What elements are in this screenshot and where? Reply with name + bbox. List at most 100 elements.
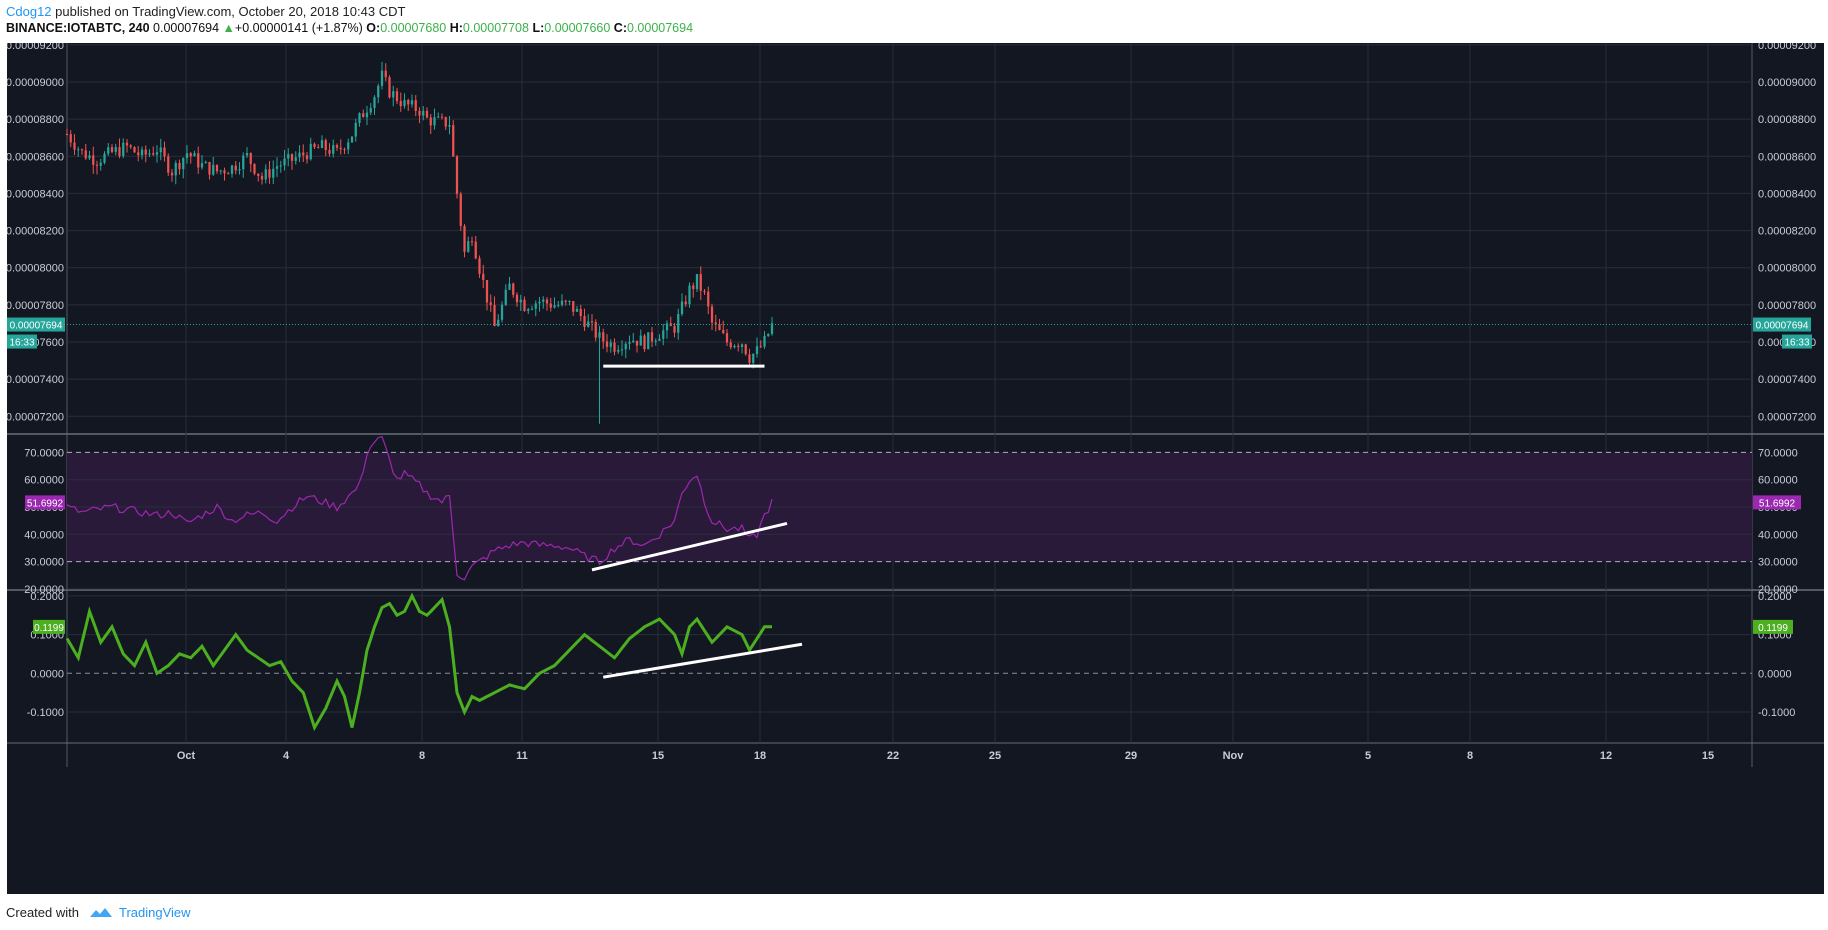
osc-y-tick-left: 0.0000 (30, 668, 64, 680)
candle-body (365, 112, 369, 118)
chart-svg[interactable]: Oct 4 8 11 15 18 22 25 29 Nov 5 8 12 15 0.00009200 0.00… (7, 43, 1824, 894)
candle-body (530, 308, 534, 310)
x-tick-label: 11 (516, 750, 528, 762)
candle-body (279, 165, 282, 167)
candle-body (470, 241, 474, 243)
up-arrow-icon: ▲ (222, 21, 235, 35)
candle-body (590, 321, 594, 323)
candle-body (354, 122, 357, 137)
y-tick-label-right: 0.00008000 (1758, 263, 1816, 275)
low-label: L: (532, 21, 545, 35)
created-with-text: Created with (6, 905, 79, 920)
candle-body (215, 164, 219, 172)
candle-body (88, 155, 91, 159)
candle-body (733, 345, 736, 348)
candle-body (575, 308, 579, 312)
symbol-header: BINANCE:IOTABTC, 240 0.00007694 ▲+0.0000… (6, 21, 693, 35)
candle-body (335, 145, 339, 148)
rsi-y-tick-left: 40.0000 (24, 529, 64, 541)
candle-body (497, 319, 500, 327)
candle-body (204, 162, 207, 164)
candle-body (208, 162, 211, 175)
candle-body (650, 332, 654, 342)
candle-body (223, 170, 226, 174)
candle-body (302, 152, 305, 156)
close-value: 0.00007694 (627, 21, 694, 35)
candle-body (658, 338, 661, 341)
candle-body (635, 340, 639, 346)
candle-body (264, 169, 267, 180)
author-link[interactable]: Cdog12 (6, 4, 52, 19)
candle-body (155, 152, 159, 155)
candle-body (362, 113, 365, 118)
candle-body (568, 301, 571, 303)
candle-body (680, 301, 684, 315)
rsi-y-tick-right: 70.0000 (1758, 447, 1798, 459)
candle-body (290, 154, 294, 161)
candle-body (193, 153, 196, 157)
x-tick-label: 18 (754, 750, 766, 762)
tradingview-link[interactable]: TradingView (118, 905, 191, 920)
candle-body (230, 165, 234, 174)
candle-body (647, 332, 650, 350)
countdown-badge-left (7, 334, 37, 349)
y-tick-label-right: 0.00007200 (1758, 411, 1816, 423)
candle-body (114, 147, 117, 152)
candle-body (343, 149, 346, 151)
candle-body (122, 142, 125, 157)
osc-badge-left (33, 619, 65, 634)
candle-body (347, 142, 350, 150)
candle-body (324, 140, 327, 151)
candle-body (677, 314, 680, 333)
tradingview-logo-icon (89, 907, 112, 917)
candle-body (140, 149, 144, 156)
candle-body (425, 110, 429, 118)
y-tick-label-left: 0.00007800 (7, 300, 64, 312)
candle-body (125, 142, 129, 146)
countdown-text-right: 16:33 (1784, 338, 1809, 349)
candle-body (710, 306, 714, 323)
x-tick-label: 15 (1702, 750, 1714, 762)
x-tick-label: 15 (652, 750, 664, 762)
low-value: 0.00007660 (544, 21, 611, 35)
candle-body (770, 323, 774, 334)
candle-body (722, 329, 725, 334)
x-tick-label: 8 (1467, 750, 1473, 762)
candle-body (740, 344, 744, 347)
candle-body (65, 134, 69, 135)
rsi-badge-left-text: 51.6992 (27, 498, 64, 509)
candle-body (617, 349, 620, 352)
candle-body (553, 305, 556, 308)
chart-area[interactable]: Oct 4 8 11 15 18 22 25 29 Nov 5 8 12 15 0.00009200 0.00… (7, 43, 1824, 894)
candle-body (245, 153, 249, 156)
last-price-badge-left (7, 317, 65, 332)
candle-body (474, 241, 477, 259)
candle-body (609, 342, 612, 347)
candle-body (377, 85, 380, 98)
y-tick-label-left: 0.00008000 (7, 263, 64, 275)
y-tick-label-left: 0.00008200 (7, 226, 64, 238)
osc-y-tick-left: 0.2000 (30, 591, 64, 603)
candle-body (673, 326, 676, 333)
osc-y-tick-right: 0.2000 (1758, 591, 1792, 603)
candle-body (69, 134, 72, 143)
candle-body (519, 299, 522, 303)
candle-body (185, 153, 189, 159)
countdown-badge-right (1782, 334, 1812, 349)
candle-body (200, 163, 204, 168)
candle-body (305, 155, 309, 160)
candle-body (392, 91, 395, 98)
candle-body (538, 301, 541, 304)
x-tick-label: 12 (1600, 750, 1612, 762)
candle-body (148, 153, 151, 155)
last-price-badge-left-text: 0.00007694 (10, 321, 63, 332)
candle-body (189, 153, 192, 157)
candle-body (485, 280, 489, 303)
candle-body (763, 335, 766, 347)
candle-body (542, 299, 545, 302)
candle-body (534, 303, 537, 309)
candle-body (197, 153, 200, 168)
x-tick-label: Nov (1223, 750, 1245, 762)
candle-body (178, 162, 181, 170)
y-tick-label-left: 0.00009200 (7, 43, 64, 52)
